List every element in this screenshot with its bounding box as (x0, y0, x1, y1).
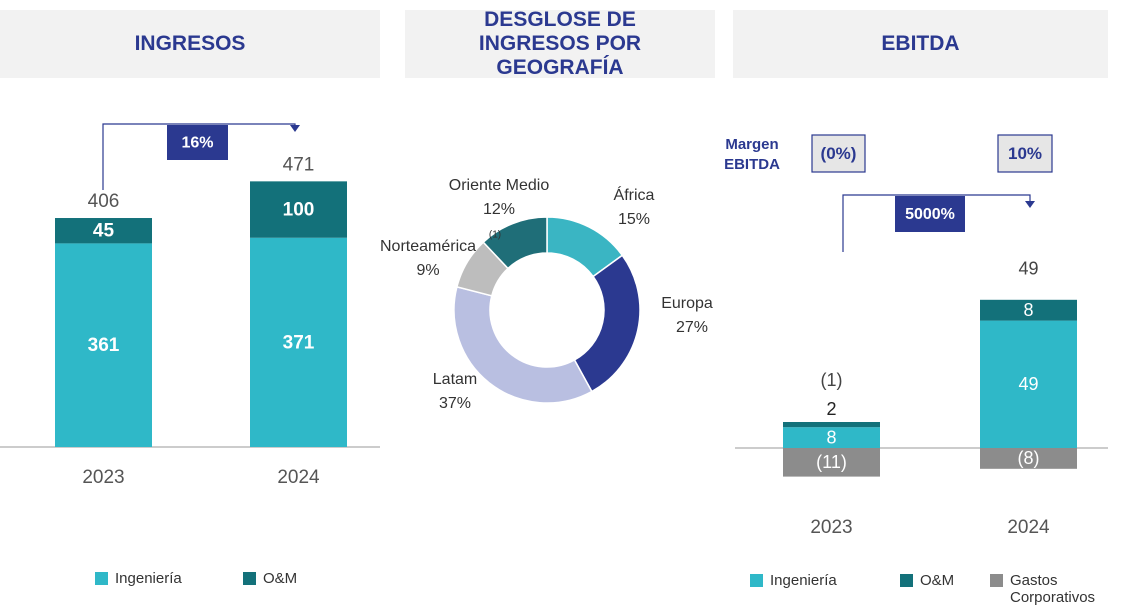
legend-swatch (750, 574, 763, 587)
bar-segment (250, 237, 347, 447)
bar-segment (55, 218, 152, 244)
segment-label: 8 (1023, 300, 1033, 320)
bar-segment (250, 181, 347, 238)
legend-label: O&M (920, 572, 955, 589)
slice-name: Oriente Medio (449, 177, 550, 194)
segment-label: 8 (826, 427, 836, 447)
legend-item: O&M (900, 572, 980, 589)
bar-segment (783, 448, 880, 477)
total-label: (1) (821, 370, 843, 390)
margin-box (997, 134, 1053, 173)
growth-label: 16% (181, 135, 213, 152)
segment-label: 371 (283, 332, 315, 353)
growth-box (895, 196, 965, 232)
bar-segment (980, 448, 1077, 469)
section-header: DESGLOSE DE INGRESOS POR GEOGRAFÍA (405, 8, 715, 79)
x-tick-label: 2024 (277, 467, 320, 488)
bar-segment (980, 299, 1077, 321)
margin-label: 10% (1008, 144, 1042, 163)
slice-value: 27% (676, 319, 708, 336)
slice-name: Latam (433, 371, 477, 388)
legend-item: Ingeniería (750, 572, 880, 589)
bar-segment (980, 320, 1077, 448)
x-tick-label: 2023 (82, 467, 124, 488)
legend-swatch (990, 574, 1003, 587)
section-header: INGRESOS (0, 10, 380, 78)
growth-arrow (290, 125, 300, 132)
segment-label: (8) (1018, 448, 1040, 468)
slice-name: Norteamérica (380, 238, 476, 255)
growth-label: 5000% (905, 206, 955, 223)
segment-label: 2 (826, 399, 836, 419)
slice-value: 37% (439, 395, 471, 412)
bar-segment (783, 422, 880, 428)
segment-label: 45 (93, 221, 115, 242)
margin-title: Margen EBITDA (724, 136, 780, 173)
legend-label: O&M (263, 570, 298, 587)
slice-value: 9% (416, 262, 439, 279)
slice-value: 12% (483, 201, 515, 218)
segment-label: 100 (283, 200, 315, 221)
x-tick-label: 2023 (810, 517, 852, 538)
total-label: 406 (88, 191, 120, 212)
legend-item: O&M (243, 570, 343, 587)
x-tick-label: 2024 (1007, 517, 1050, 538)
slice-value: 15% (618, 211, 650, 228)
legend-swatch (95, 572, 108, 585)
total-label: 49 (1018, 259, 1038, 279)
donut-slice (482, 216, 548, 270)
margin-box (811, 134, 866, 173)
segment-label: (11) (816, 452, 847, 472)
segment-label: 361 (88, 335, 120, 356)
legend-item: Ingeniería (95, 570, 215, 587)
donut-slice (573, 254, 641, 393)
bar-segment (55, 243, 152, 447)
legend-swatch (243, 572, 256, 585)
legend-label: Gastos Corporativos (1010, 572, 1096, 606)
growth-arrow (1025, 201, 1035, 208)
bar-segment (783, 427, 880, 448)
legend-item: Gastos Corporativos (990, 572, 1100, 606)
footnote-marker: (1) (489, 230, 501, 241)
section-header: EBITDA (733, 10, 1108, 78)
slice-name: Europa (661, 295, 713, 312)
margin-label: (0%) (821, 144, 857, 163)
donut-slice (453, 285, 593, 404)
total-label: 471 (283, 154, 315, 175)
legend-label: Ingeniería (115, 570, 182, 587)
segment-label: 49 (1018, 374, 1038, 394)
legend-swatch (900, 574, 913, 587)
growth-box (167, 125, 228, 160)
growth-bracket (842, 194, 1031, 252)
slice-name: África (614, 185, 655, 204)
legend-label: Ingeniería (770, 572, 837, 589)
